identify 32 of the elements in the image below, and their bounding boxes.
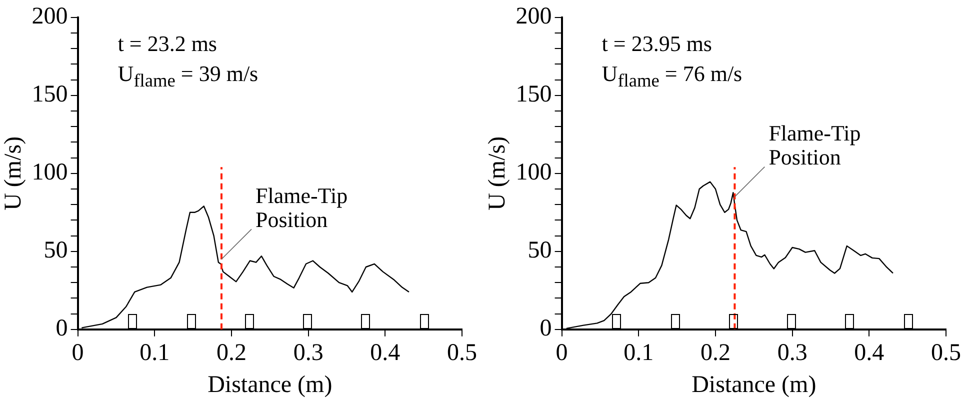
annotation: Flame-Tip Position xyxy=(768,120,861,170)
y-tick-label: 200 xyxy=(516,4,552,30)
x-axis-title: Distance (m) xyxy=(208,372,332,398)
y-tick-label: 0 xyxy=(56,316,68,342)
x-tick-label: 0 xyxy=(72,340,84,366)
y-axis-title: U (m/s) xyxy=(0,136,27,210)
y-tick-label: 200 xyxy=(32,4,68,30)
x-axis-title: Distance (m) xyxy=(692,372,816,398)
y-axis-title: U (m/s) xyxy=(484,136,511,210)
x-tick-label: 0.1 xyxy=(140,340,170,366)
y-tick-label: 100 xyxy=(516,160,552,186)
annotation: Flame-Tip Position xyxy=(255,182,348,232)
annotation: U$_{flame}$ = 76 m/s xyxy=(602,60,742,93)
y-tick-label: 150 xyxy=(32,82,68,108)
x-tick-label: 0.2 xyxy=(700,340,730,366)
y-tick-label: 150 xyxy=(516,82,552,108)
y-tick-label: 100 xyxy=(32,160,68,186)
y-tick-label: 50 xyxy=(528,238,552,264)
annotation: t = 23.95 ms xyxy=(602,30,713,58)
annotation: U$_{flame}$ = 39 m/s xyxy=(118,60,258,93)
x-tick-label: 0.4 xyxy=(370,340,400,366)
x-tick-label: 0.2 xyxy=(216,340,246,366)
x-tick-label: 0.1 xyxy=(624,340,654,366)
x-tick-label: 0.3 xyxy=(293,340,324,366)
y-tick-label: 50 xyxy=(44,238,68,264)
annotation: t = 23.2 ms xyxy=(118,30,218,58)
x-tick-label: 0.5 xyxy=(931,340,961,366)
x-tick-label: 0.3 xyxy=(777,340,808,366)
x-tick-label: 0 xyxy=(556,340,568,366)
x-tick-label: 0.4 xyxy=(854,340,884,366)
y-tick-label: 0 xyxy=(540,316,552,342)
x-tick-label: 0.5 xyxy=(447,340,477,366)
